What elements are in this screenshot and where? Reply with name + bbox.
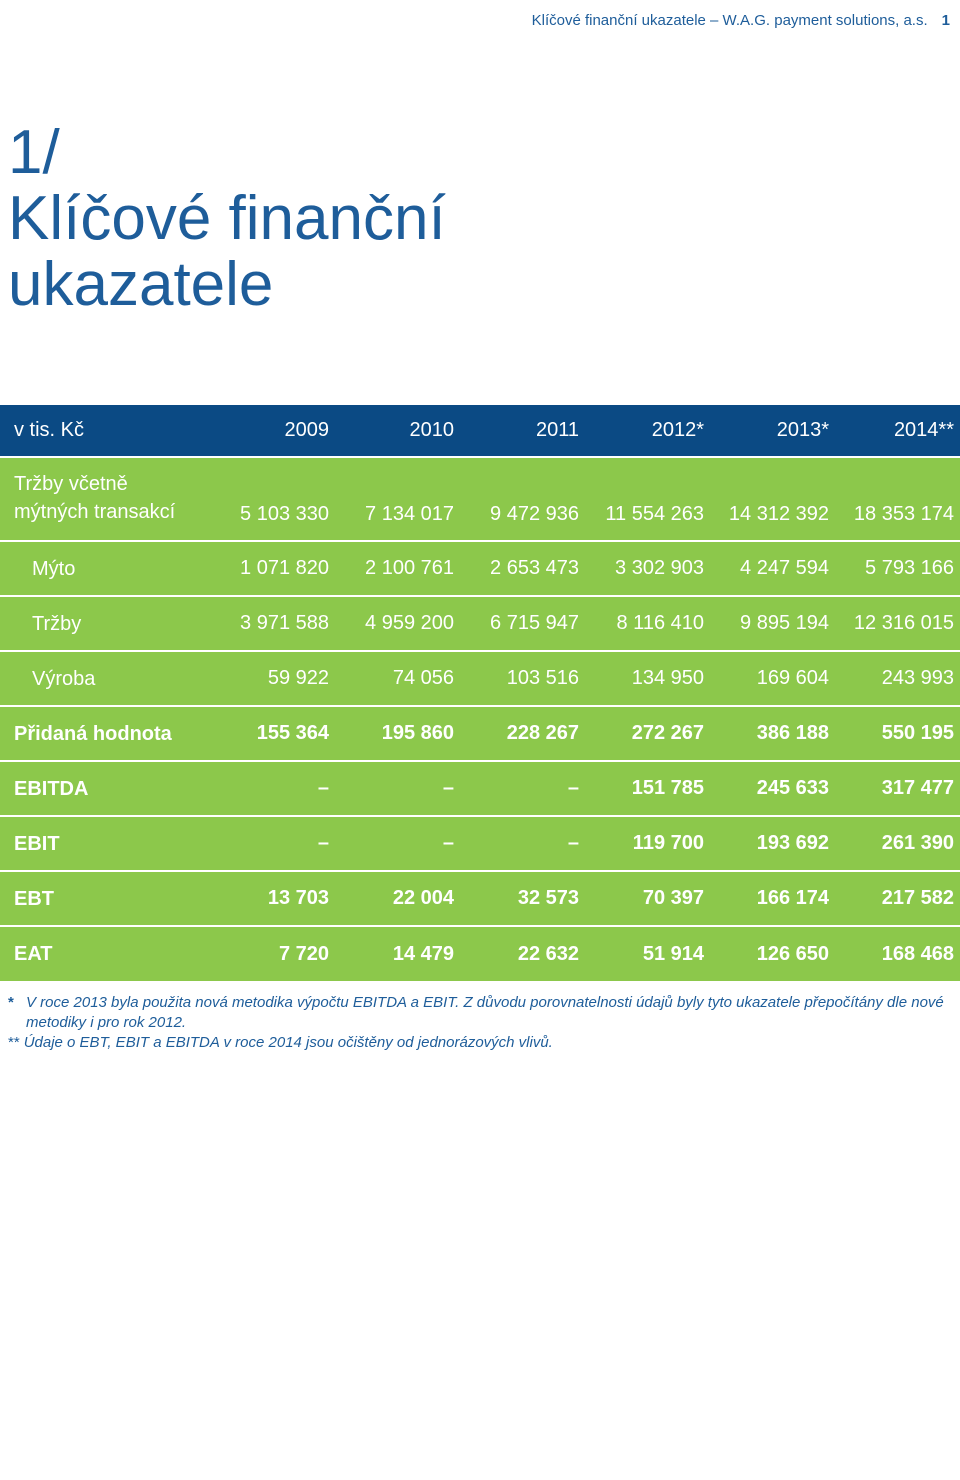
table-row-revenue: Tržby 3 971 588 4 959 200 6 715 947 8 11… (0, 596, 960, 651)
table-cell: 70 397 (642, 887, 704, 909)
footnotes: * V roce 2013 byla použita nová metodika… (8, 993, 948, 1053)
year-header: 2010 (409, 419, 455, 441)
year-header: 2013* (776, 419, 829, 441)
table-cell: – (442, 832, 454, 854)
table-row-production: Výroba 59 922 74 056 103 516 134 950 169… (0, 651, 960, 706)
table-cell: 4 959 200 (365, 612, 454, 634)
table-cell: – (567, 777, 579, 799)
table-row-value-added: Přidaná hodnota 155 364 195 860 228 267 … (0, 706, 960, 761)
table-cell: 2 653 473 (490, 557, 579, 579)
table-cell: 6 715 947 (490, 612, 579, 634)
table-cell: 245 633 (756, 777, 829, 799)
table-cell: 103 516 (506, 667, 579, 689)
table-cell: 12 316 015 (853, 612, 954, 634)
financial-indicators-table: v tis. Kč 2009 2010 2011 2012* 2013* 201… (0, 405, 960, 981)
unit-label: v tis. Kč (14, 419, 85, 441)
row-label: Přidaná hodnota (14, 722, 172, 745)
table-cell: 14 312 392 (728, 503, 829, 525)
table-cell: 4 247 594 (740, 557, 829, 579)
table-cell: 7 720 (278, 942, 329, 965)
table-cell: 261 390 (881, 832, 954, 854)
table-cell: 51 914 (642, 942, 704, 965)
row-label: Výroba (32, 667, 96, 690)
table-cell: 74 056 (392, 667, 454, 689)
table-row-eat: EAT 7 720 14 479 22 632 51 914 126 650 1… (0, 926, 960, 981)
table-cell: 5 793 166 (865, 557, 954, 579)
table-cell: 193 692 (756, 832, 829, 854)
table-cell: 550 195 (881, 722, 954, 744)
table-cell: – (317, 777, 329, 799)
table-cell: 243 993 (881, 667, 954, 689)
row-label: Mýto (32, 557, 76, 580)
year-header: 2012* (651, 419, 704, 441)
year-header: 2009 (284, 419, 330, 441)
running-header: Klíčové finanční ukazatele – W.A.G. paym… (532, 12, 950, 29)
table-cell: 317 477 (881, 777, 954, 799)
table-cell: 22 004 (392, 887, 454, 909)
table-cell: 168 468 (881, 942, 954, 965)
table-cell: 166 174 (756, 887, 829, 909)
table-row-revenue-incl-toll: Tržby včetně mýtných transakcí 5 103 330… (0, 457, 960, 541)
table-cell: 1 071 820 (240, 557, 329, 579)
footnote: * V roce 2013 byla použita nová metodika… (8, 993, 948, 1033)
footnote-mark: * (8, 994, 14, 1011)
row-label: Tržby (32, 612, 82, 635)
page-title: 1/ Klíčové finanční ukazatele (8, 120, 446, 318)
table-cell: 14 479 (392, 942, 454, 965)
table-row-toll: Mýto 1 071 820 2 100 761 2 653 473 3 302… (0, 541, 960, 596)
table-cell: – (442, 777, 454, 799)
footnote-text: V roce 2013 byla použita nová metodika v… (26, 994, 944, 1031)
footnote: ** Údaje o EBT, EBIT a EBITDA v roce 201… (8, 1033, 948, 1053)
year-header: 2014** (893, 419, 954, 441)
table-cell: 126 650 (756, 942, 829, 965)
table-cell: 9 895 194 (740, 612, 829, 634)
table-cell: 32 573 (517, 887, 579, 909)
table-cell: 18 353 174 (853, 503, 954, 525)
footnote-mark: ** (8, 1034, 20, 1051)
table-cell: 151 785 (631, 777, 704, 799)
table-row-ebit: EBIT – – – 119 700 193 692 261 390 (0, 816, 960, 871)
page-number: 1 (941, 12, 950, 29)
table-cell: – (567, 832, 579, 854)
table-cell: 195 860 (381, 722, 454, 744)
table-cell: – (317, 832, 329, 854)
row-label: EBIT (14, 832, 60, 855)
table-cell: 11 554 263 (605, 503, 704, 525)
table-cell: 134 950 (631, 667, 704, 689)
table-cell: 3 302 903 (615, 557, 704, 579)
table-cell: 272 267 (631, 722, 704, 744)
running-header-title: Klíčové finanční ukazatele – W.A.G. paym… (531, 12, 928, 29)
table-cell: 5 103 330 (240, 503, 329, 525)
table-cell: 217 582 (881, 887, 954, 909)
table-cell: 3 971 588 (240, 612, 329, 634)
table-cell: 386 188 (756, 722, 829, 744)
table-cell: 2 100 761 (365, 557, 454, 579)
table-cell: 8 116 410 (616, 612, 705, 634)
table-cell: 169 604 (756, 667, 829, 689)
table-cell: 13 703 (267, 887, 329, 909)
row-label: EBT (14, 887, 54, 910)
table-row-ebitda: EBITDA – – – 151 785 245 633 317 477 (0, 761, 960, 816)
row-label: Tržby včetně mýtných transakcí (14, 473, 176, 523)
page-title-number: 1/ (8, 118, 60, 187)
row-label: EAT (14, 943, 53, 965)
footnote-text: Údaje o EBT, EBIT a EBITDA v roce 2014 j… (23, 1034, 553, 1051)
table-cell: 22 632 (517, 942, 579, 965)
table-cell: 7 134 017 (365, 503, 454, 525)
table-cell: 9 472 936 (490, 503, 579, 525)
table-cell: 155 364 (256, 722, 329, 744)
year-header: 2011 (535, 419, 579, 441)
table-cell: 119 700 (632, 832, 704, 854)
row-label: EBITDA (14, 777, 89, 800)
page-title-line-1: Klíčové finanční (8, 184, 446, 253)
table-row-ebt: EBT 13 703 22 004 32 573 70 397 166 174 … (0, 871, 960, 926)
page-title-line-2: ukazatele (8, 250, 274, 319)
table-cell: 228 267 (506, 722, 579, 744)
table-cell: 59 922 (267, 667, 329, 689)
table-header-row: v tis. Kč 2009 2010 2011 2012* 2013* 201… (0, 405, 960, 457)
